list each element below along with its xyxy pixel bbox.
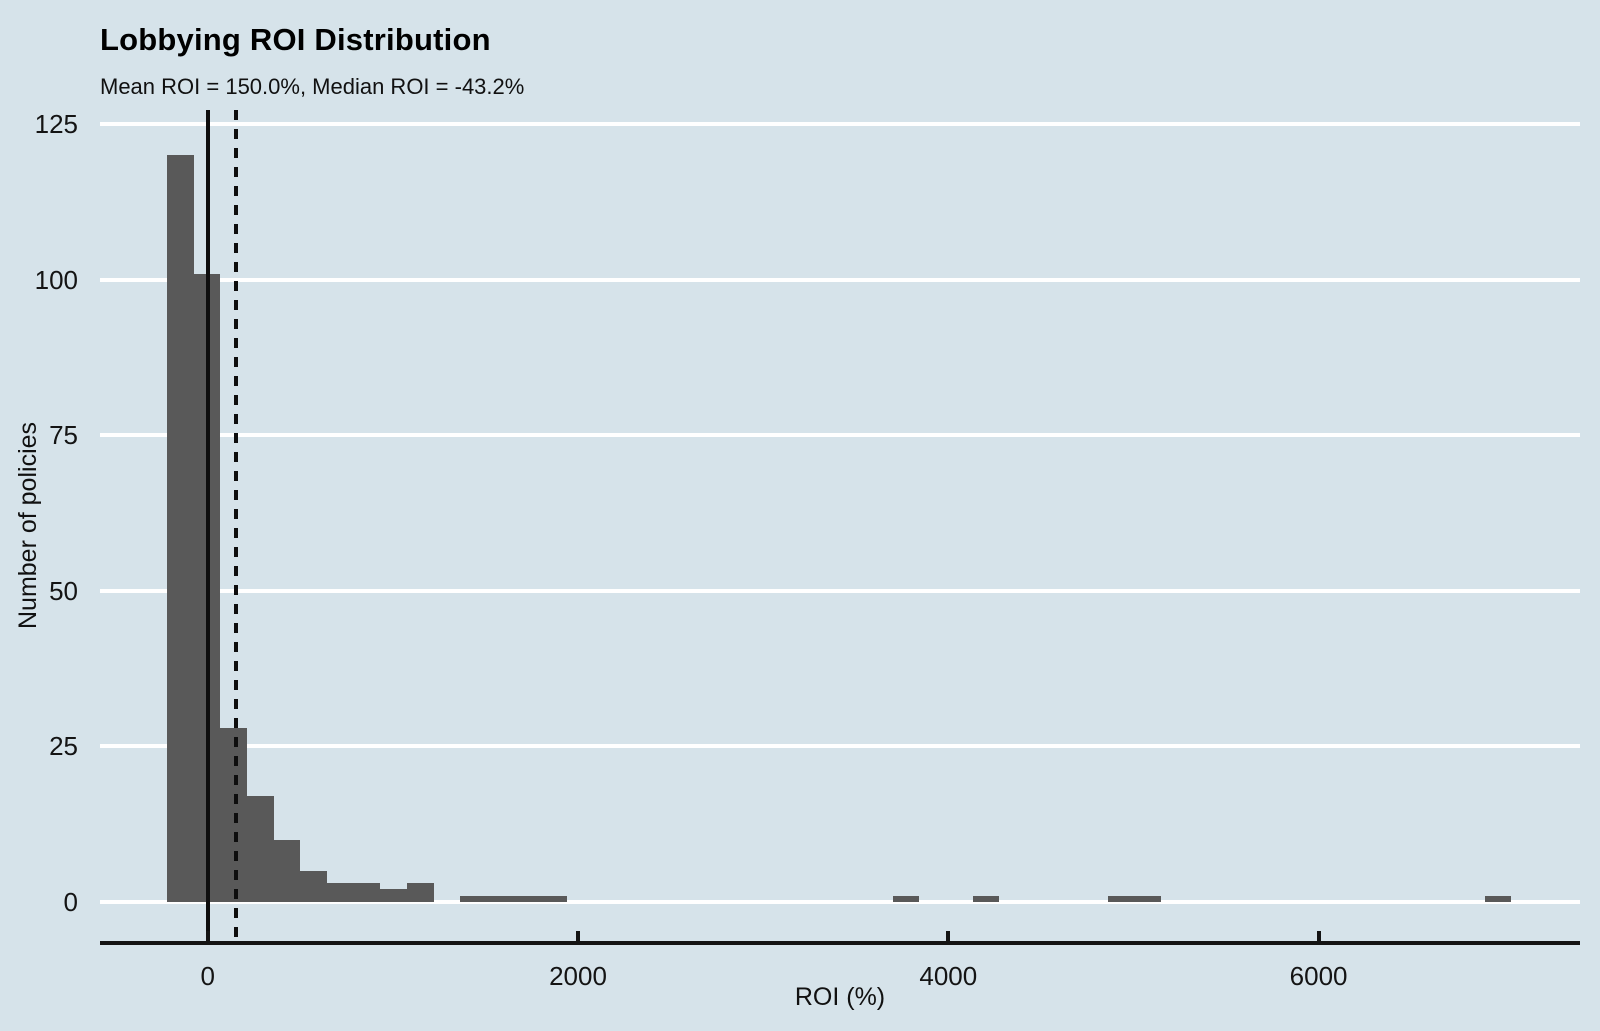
gridline-y-75 [100, 433, 1580, 438]
x-tick-label-4000: 4000 [919, 961, 978, 991]
x-axis-tick-6000 [1316, 931, 1321, 941]
x-tick-label-2000: 2000 [549, 961, 607, 991]
x-axis-title: ROI (%) [794, 983, 886, 1011]
y-axis-title: Number of policies [14, 421, 42, 630]
mean-line [233, 110, 238, 941]
plot-panel [100, 110, 1580, 945]
histogram-bar [380, 889, 407, 902]
y-tick-label-100: 100 [34, 264, 78, 295]
histogram-bar [972, 895, 1000, 902]
y-tick-label-50: 50 [49, 575, 78, 606]
gridline-y-50 [100, 588, 1580, 593]
histogram-bar [247, 796, 274, 902]
gridline-y-100 [100, 277, 1580, 282]
histogram-bar [167, 155, 194, 902]
histogram-bar [460, 895, 567, 902]
histogram-bar [1484, 895, 1512, 902]
histogram-bar [406, 883, 434, 902]
histogram-bar [1107, 895, 1162, 902]
y-tick-label-25: 25 [49, 731, 78, 762]
gridline-y-0 [100, 899, 1580, 904]
y-tick-label-0: 0 [63, 886, 78, 917]
x-tick-label-0: 0 [200, 961, 215, 991]
chart-title: Lobbying ROI Distribution [100, 22, 491, 57]
gridline-y-25 [100, 744, 1580, 749]
histogram-bar [353, 883, 381, 902]
histogram-bar [892, 895, 920, 902]
x-axis-tick-0 [205, 931, 210, 941]
zero-median-line [205, 110, 210, 941]
gridline-y-125 [100, 122, 1580, 127]
x-axis-tick-4000 [946, 931, 951, 941]
y-tick-label-125: 125 [34, 109, 78, 140]
histogram-bar [326, 883, 354, 902]
x-tick-label-6000: 6000 [1289, 961, 1348, 991]
x-axis-tick-2000 [576, 931, 581, 941]
chart-subtitle: Mean ROI = 150.0%, Median ROI = -43.2% [100, 74, 525, 99]
y-tick-label-75: 75 [49, 420, 78, 451]
histogram-bar [273, 839, 301, 902]
histogram-bar [300, 870, 327, 902]
